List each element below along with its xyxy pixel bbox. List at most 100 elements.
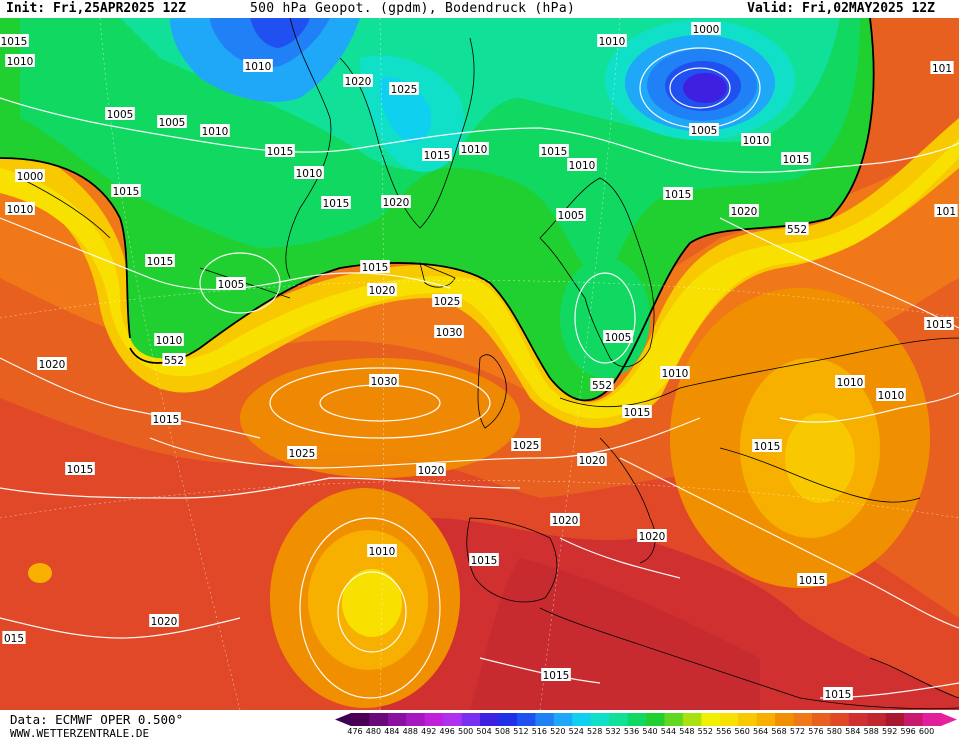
isobar-label-text: 1010 bbox=[878, 390, 905, 402]
legend-color-cell bbox=[572, 713, 592, 726]
isobar-label-bg bbox=[381, 195, 411, 208]
isobar-label-bg bbox=[343, 74, 373, 87]
isobar-label-bg bbox=[556, 208, 586, 221]
isobar-label-text: 1020 bbox=[579, 455, 606, 467]
isobar-label-bg bbox=[924, 317, 954, 330]
isobar-label-bg bbox=[0, 34, 29, 47]
isobar-label: 1020 bbox=[149, 614, 179, 628]
isobar-label: 1015 bbox=[781, 152, 811, 166]
isobar-label-bg bbox=[367, 544, 397, 557]
isobar-label-text: 1015 bbox=[783, 154, 810, 166]
isobar-label-text: 1015 bbox=[754, 441, 781, 453]
isobar-label-text: 1000 bbox=[693, 24, 720, 36]
isobar-label-text: 552 bbox=[592, 380, 612, 392]
legend-color-cell bbox=[922, 713, 942, 726]
isobar-label: 1015 bbox=[321, 196, 351, 210]
isobar-label: 1015 bbox=[111, 184, 141, 198]
isobar-label-bg bbox=[243, 59, 273, 72]
legend-value-label: 520 bbox=[550, 727, 566, 736]
isobar-label-bg bbox=[691, 22, 721, 35]
isobar-label: 1010 bbox=[835, 375, 865, 389]
isobar-label-bg bbox=[567, 158, 597, 171]
legend-color-cell bbox=[830, 713, 850, 726]
isobar-label-bg bbox=[2, 631, 26, 644]
legend-color-cell bbox=[701, 713, 721, 726]
isobar-label: 1010 bbox=[597, 34, 627, 48]
isobar-label-bg bbox=[200, 124, 230, 137]
color-legend bbox=[335, 713, 957, 726]
legend-value-label: 484 bbox=[384, 727, 400, 736]
isobar-label: 1020 bbox=[381, 195, 411, 209]
legend-value-label: 548 bbox=[679, 727, 695, 736]
legend-value-label: 596 bbox=[900, 727, 916, 736]
isobar-label: 1015 bbox=[823, 687, 853, 701]
isobar-label-bg bbox=[511, 438, 541, 451]
weather-map[interactable]: 1015 1010 1010 1020 1025 1010 1000 101 1005 1005 1… bbox=[0, 18, 959, 710]
isobar-label-bg bbox=[785, 222, 809, 235]
isobar-label-bg bbox=[287, 446, 317, 459]
isobar-label-text: 1015 bbox=[471, 555, 498, 567]
isobar-label: 1010 bbox=[660, 366, 690, 380]
isobar-label-bg bbox=[145, 254, 175, 267]
isobar-label: 1015 bbox=[924, 317, 954, 331]
isobar-label-bg bbox=[5, 202, 35, 215]
isobar-label-text: 1025 bbox=[434, 296, 461, 308]
map-footer: Data: ECMWF OPER 0.500° WWW.WETTERZENTRA… bbox=[0, 710, 959, 741]
legend-value-label: 544 bbox=[660, 727, 677, 736]
isobar-label-bg bbox=[360, 260, 390, 273]
isobar-label: 1010 bbox=[200, 124, 230, 138]
isobar-label-bg bbox=[930, 61, 954, 74]
isobar-label-text: 1015 bbox=[67, 464, 94, 476]
isobar-label: 1010 bbox=[876, 388, 906, 402]
isobar-label-text: 1010 bbox=[245, 61, 272, 73]
isobar-label-text: 1030 bbox=[436, 327, 463, 339]
isobar-label-text: 101 bbox=[936, 206, 956, 218]
isobar-label-text: 1015 bbox=[362, 262, 389, 274]
isobar-label-bg bbox=[590, 378, 614, 391]
isobar-label: 1010 bbox=[5, 202, 35, 216]
isobar-label-bg bbox=[603, 330, 633, 343]
isobar-label-bg bbox=[5, 54, 35, 67]
isobar-label: 1025 bbox=[389, 82, 419, 96]
isobar-label-text: 1015 bbox=[1, 36, 28, 48]
isobar-label-bg bbox=[422, 148, 452, 161]
legend-color-cell bbox=[351, 713, 370, 726]
isobar-label-text: 1005 bbox=[605, 332, 632, 344]
legend-value-label: 500 bbox=[457, 727, 474, 736]
legend-color-cell bbox=[424, 713, 444, 726]
contour-552-west bbox=[0, 157, 131, 339]
isobar-label-text: 1010 bbox=[7, 204, 34, 216]
isobar-label-text: 1025 bbox=[289, 448, 316, 460]
legend-value-label: 600 bbox=[918, 727, 935, 736]
isobar-label: 1015 bbox=[797, 573, 827, 587]
isobar-label: 1015 bbox=[663, 187, 693, 201]
isobar-label-text: 1020 bbox=[151, 616, 178, 628]
isobar-label-bg bbox=[689, 123, 719, 136]
legend-color-cell bbox=[535, 713, 555, 726]
isobar-label-bg bbox=[65, 462, 95, 475]
isobar-label-bg bbox=[151, 412, 181, 425]
legend-arrow-right bbox=[941, 713, 957, 726]
isobar-label-text: 1010 bbox=[662, 368, 689, 380]
isobar-label: 1010 bbox=[5, 54, 35, 68]
isobar-label: 552 bbox=[590, 378, 614, 392]
isobar-label: 1000 bbox=[15, 169, 45, 183]
legend-value-label: 588 bbox=[863, 727, 879, 736]
isobar-label: 1015 bbox=[360, 260, 390, 274]
isobar-label-text: 1020 bbox=[383, 197, 410, 209]
isobar-label: 1020 bbox=[729, 204, 759, 218]
legend-color-cell bbox=[553, 713, 573, 726]
isobar-label-bg bbox=[15, 169, 45, 182]
isobar-label-text: 1015 bbox=[147, 256, 174, 268]
isobar-label-text: 1005 bbox=[159, 117, 186, 129]
legend-value-label: 504 bbox=[476, 727, 492, 736]
isobar-label-bg bbox=[550, 513, 580, 526]
legend-color-cell bbox=[461, 713, 481, 726]
legend-value-label: 568 bbox=[771, 727, 787, 736]
isobar-label-bg bbox=[265, 144, 295, 157]
legend-value-label: 580 bbox=[826, 727, 843, 736]
isobar-label-text: 101 bbox=[932, 63, 952, 75]
isobar-label-bg bbox=[154, 333, 184, 346]
legend-color-cell bbox=[590, 713, 610, 726]
contour-552 bbox=[129, 18, 875, 402]
